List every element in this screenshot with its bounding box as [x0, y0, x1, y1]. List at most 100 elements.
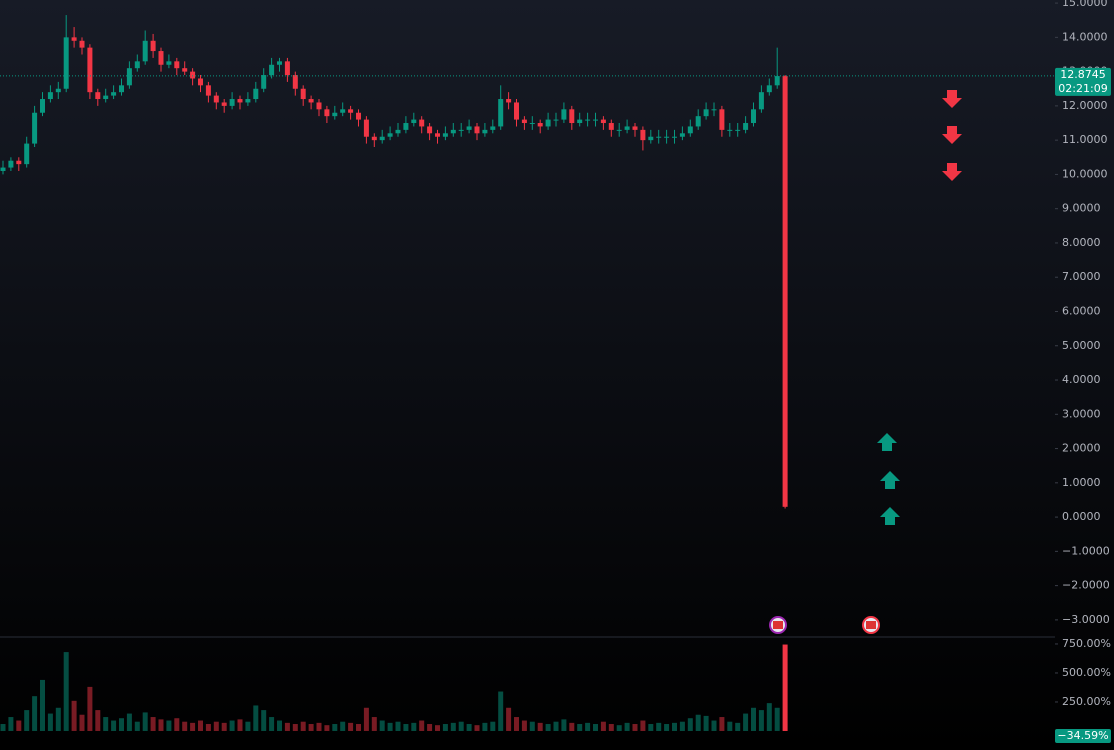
volume-bar	[466, 724, 472, 731]
volume-bar	[450, 722, 456, 731]
volume-bar	[498, 691, 504, 731]
volume-bar	[664, 724, 670, 731]
volume-bar	[348, 722, 354, 731]
candle-body	[332, 112, 338, 117]
candle-body	[624, 126, 630, 130]
y-tick-label: 6.0000	[1062, 304, 1101, 317]
candle-body	[0, 167, 6, 171]
countdown: 02:21:09	[1058, 82, 1107, 95]
y-tick-label: 250.00%	[1062, 695, 1111, 708]
volume-bar	[205, 724, 211, 731]
volume-bar	[616, 725, 622, 731]
volume-bar	[482, 722, 488, 731]
y-tick-label: 7.0000	[1062, 270, 1101, 283]
candle-body	[640, 129, 646, 141]
volume-bar	[782, 644, 788, 731]
candle-body	[8, 160, 14, 168]
candle-body	[695, 116, 701, 127]
candle-body	[664, 136, 670, 138]
candle-body	[411, 119, 417, 124]
volume-bar	[174, 718, 180, 731]
volume-bar	[292, 724, 298, 731]
candle-body	[119, 85, 124, 93]
volume-bar	[47, 713, 53, 731]
candle-body	[600, 119, 606, 124]
candle-body	[593, 119, 598, 121]
candle-body	[205, 85, 211, 96]
volume-bar	[221, 722, 227, 731]
volume-bar	[269, 717, 275, 731]
candle-body	[340, 109, 346, 113]
volume-bar	[213, 721, 219, 731]
volume-bar	[253, 705, 259, 731]
y-tick-label: −2.0000	[1062, 579, 1110, 592]
volume-bar	[316, 722, 322, 731]
candle-body	[174, 61, 180, 69]
price-label: 12.8745	[1060, 68, 1106, 81]
buy-arrow	[877, 433, 897, 451]
volume-bar	[103, 717, 109, 731]
volume-bar	[261, 710, 267, 731]
candle-body	[474, 126, 480, 134]
volume-bar	[506, 707, 512, 731]
volume-bar	[126, 713, 132, 731]
volume-bar	[442, 724, 448, 731]
candle-body	[435, 133, 440, 137]
volume-bar	[150, 717, 156, 731]
volume-bar	[608, 724, 614, 731]
candle-body	[782, 76, 788, 507]
volume-label-box	[1055, 729, 1111, 743]
candle-body	[284, 61, 290, 76]
candle-body	[158, 51, 164, 65]
volume-bar	[229, 720, 235, 731]
candle-body	[79, 40, 85, 48]
candle-body	[198, 78, 203, 86]
volume-bar	[308, 724, 314, 731]
candle-body	[87, 47, 93, 93]
sell-arrow	[942, 126, 962, 144]
volume-bar	[521, 720, 527, 731]
candle-body	[308, 99, 314, 103]
candle-body	[150, 40, 156, 52]
volume-bar	[514, 717, 519, 731]
volume-bar	[63, 652, 69, 731]
y-tick-label: 4.0000	[1062, 373, 1101, 386]
candle-body	[253, 88, 259, 100]
volume-bar	[703, 715, 709, 731]
y-tick-label: 3.0000	[1062, 407, 1101, 420]
y-tick-label: 750.00%	[1062, 637, 1111, 650]
volume-bar	[324, 725, 330, 731]
candle-body	[356, 112, 361, 120]
y-tick-label: 15.0000	[1062, 0, 1108, 9]
volume-bar	[577, 724, 583, 731]
candle-body	[71, 37, 77, 41]
candle-body	[213, 95, 219, 103]
candle-body	[348, 109, 354, 113]
volume-bar	[672, 722, 677, 731]
volume-bar	[403, 724, 409, 731]
candle-body	[719, 109, 725, 130]
volume-bar	[569, 722, 575, 731]
candle-body	[545, 119, 551, 127]
volume-bar	[687, 718, 693, 731]
sell-arrows	[942, 90, 962, 181]
volume-bar	[198, 720, 203, 731]
candle-body	[95, 92, 101, 100]
candle-body	[577, 119, 583, 124]
volume-bar	[32, 696, 38, 731]
volume-bar	[711, 720, 717, 731]
volume-bar	[529, 721, 535, 731]
y-tick-label: 0.0000	[1062, 510, 1101, 523]
volume-bar	[182, 721, 188, 731]
volume-bar	[751, 707, 756, 731]
volume-bar	[600, 721, 606, 731]
candle-body	[32, 112, 38, 144]
volume-bar	[758, 710, 764, 731]
candle-body	[419, 119, 425, 127]
volume-bar	[363, 707, 369, 731]
y-tick-label: 12.0000	[1062, 99, 1108, 112]
volume-bar	[55, 707, 61, 731]
candle-body	[758, 92, 764, 110]
